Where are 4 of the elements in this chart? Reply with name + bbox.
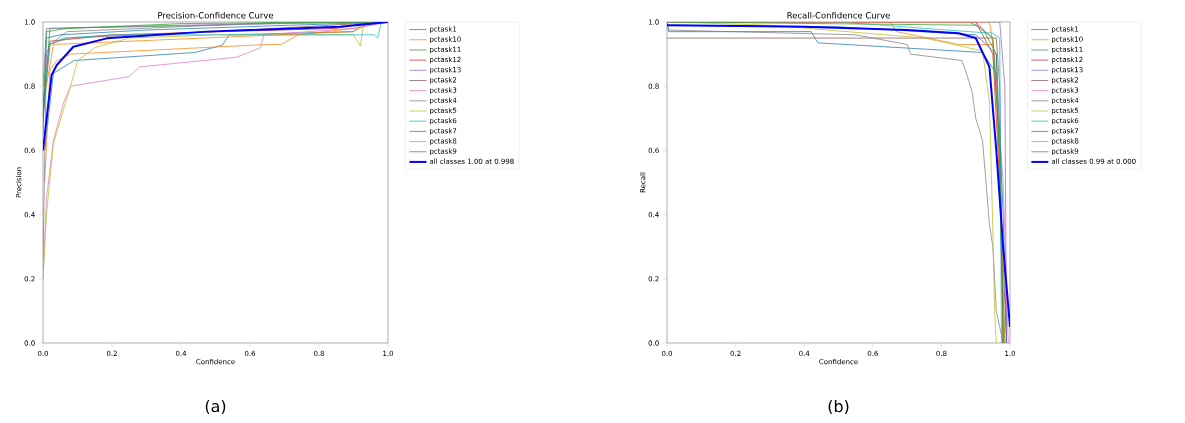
- text: (a): [205, 399, 226, 415]
- chart-title: Recall-Confidence Curve: [787, 11, 890, 19]
- text: (b): [828, 399, 849, 415]
- chart-title: Precision-Confidence Curve: [158, 11, 274, 19]
